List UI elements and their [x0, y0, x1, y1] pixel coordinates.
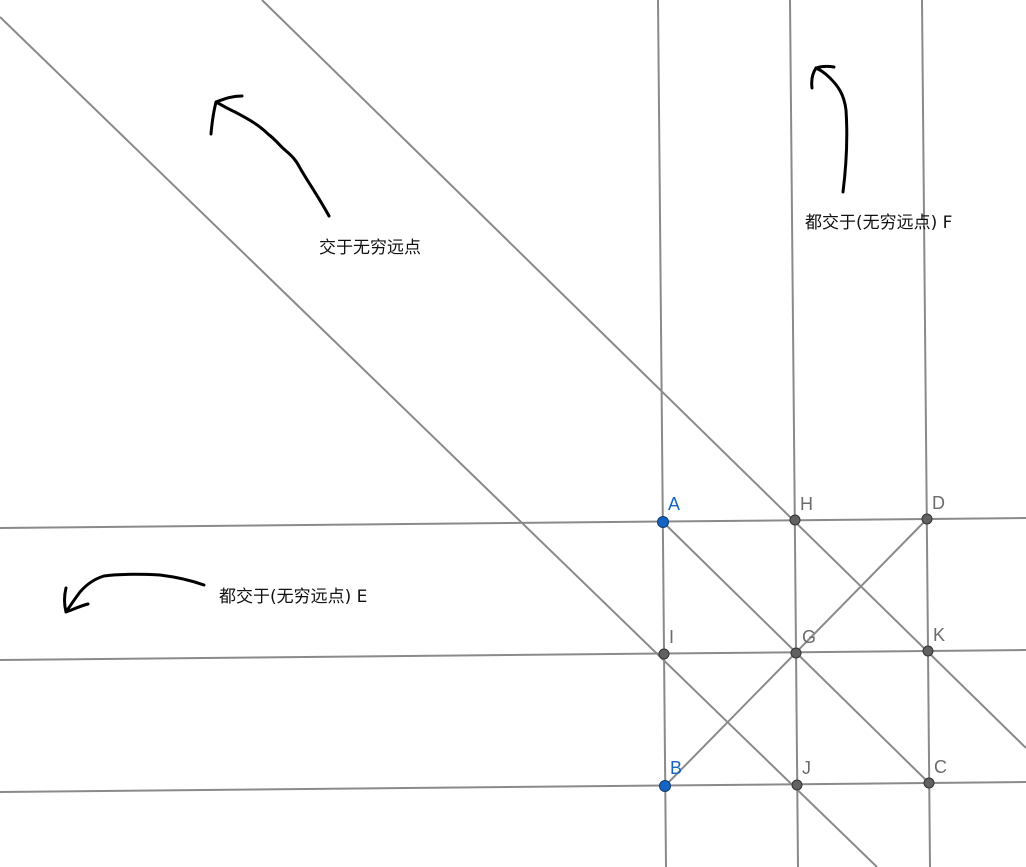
label-g: G — [802, 627, 816, 647]
point-a[interactable] — [657, 516, 669, 528]
label-j: J — [802, 758, 811, 778]
diagonal-line-lower[interactable] — [0, 16, 878, 867]
point-k[interactable] — [922, 645, 934, 657]
vertical-line-left[interactable] — [657, 0, 667, 867]
label-b: B — [670, 758, 682, 778]
point-c[interactable] — [923, 777, 935, 789]
horizontal-line-middle[interactable] — [0, 649, 1026, 661]
point-g[interactable] — [790, 647, 802, 659]
horizontal-line-bottom[interactable] — [0, 781, 1026, 793]
arrow-diagonal-icon — [209, 94, 331, 218]
label-a: A — [668, 494, 680, 514]
label-d: D — [932, 493, 945, 513]
note-vertical-infinity: 都交于(无穷远点) F — [805, 213, 953, 233]
label-c: C — [934, 757, 947, 777]
label-h: H — [800, 494, 813, 514]
point-d[interactable] — [921, 513, 933, 525]
point-h[interactable] — [789, 514, 801, 526]
note-diagonal-infinity: 交于无穷远点 — [319, 238, 421, 258]
arrow-horizontal-icon — [63, 572, 206, 614]
diagonal-line-upper[interactable] — [261, 0, 1026, 749]
arrow-vertical-icon — [810, 64, 849, 194]
horizontal-line-top[interactable] — [0, 517, 1026, 529]
point-b[interactable] — [659, 780, 671, 792]
label-i: I — [669, 627, 674, 647]
point-j[interactable] — [791, 779, 803, 791]
vertical-line-middle[interactable] — [789, 0, 799, 867]
note-horizontal-infinity: 都交于(无穷远点) E — [219, 587, 368, 607]
point-i[interactable] — [658, 648, 670, 660]
vertical-line-right[interactable] — [921, 0, 931, 867]
label-k: K — [933, 625, 945, 645]
